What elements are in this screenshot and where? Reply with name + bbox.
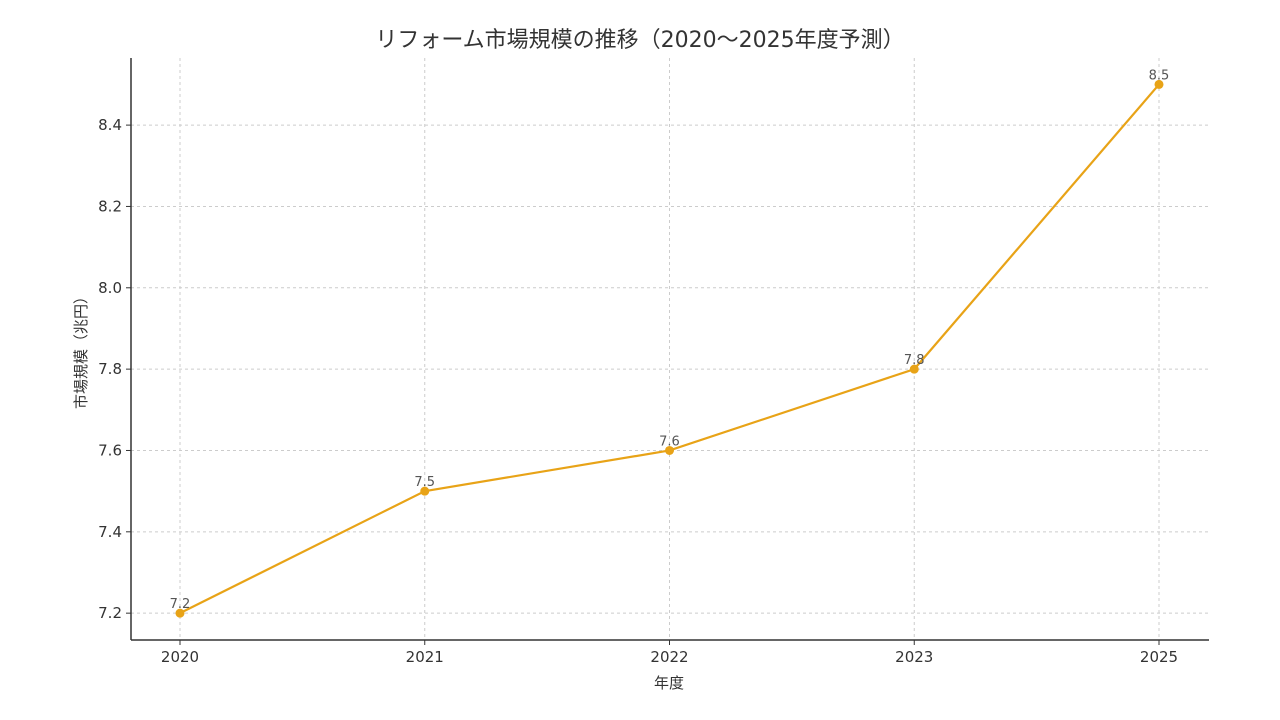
x-axis-label: 年度 (654, 674, 684, 692)
y-tick-label: 8.2 (98, 197, 122, 215)
data-markers (175, 79, 1164, 618)
y-tick-label: 8.0 (98, 279, 122, 297)
data-point-label: 7.8 (904, 353, 925, 368)
y-tick-label: 7.2 (98, 604, 122, 622)
x-tick-label: 2021 (406, 648, 444, 666)
chart-title: リフォーム市場規模の推移（2020〜2025年度予測） (375, 28, 905, 53)
data-labels: 7.2 7.5 7.6 7.8 8.5 (170, 68, 1170, 612)
data-point-label: 8.5 (1149, 68, 1170, 83)
x-tick-label: 2022 (650, 648, 688, 666)
x-axis-ticks: 2020 2021 2022 2023 2025 (161, 640, 1178, 666)
data-point-marker (909, 364, 919, 374)
x-tick-label: 2023 (895, 648, 933, 666)
y-tick-label: 7.6 (98, 441, 122, 459)
data-point-marker (665, 445, 674, 455)
x-tick-label: 2020 (161, 648, 199, 666)
data-point-marker (420, 486, 430, 496)
y-axis-ticks: 7.2 7.4 7.6 7.8 8.0 8.2 8.4 (98, 116, 131, 622)
x-tick-label: 2025 (1140, 648, 1178, 666)
data-point-label: 7.6 (659, 434, 680, 449)
data-point-marker (175, 608, 185, 618)
y-tick-label: 7.8 (98, 360, 122, 378)
y-tick-label: 7.4 (98, 523, 122, 541)
data-point-label: 7.2 (170, 597, 191, 612)
data-point-marker (1154, 79, 1164, 89)
data-point-label: 7.5 (414, 475, 435, 490)
y-tick-label: 8.4 (98, 116, 122, 134)
grid-lines (131, 58, 1209, 640)
y-axis-label: 市場規模（兆円） (72, 289, 90, 409)
